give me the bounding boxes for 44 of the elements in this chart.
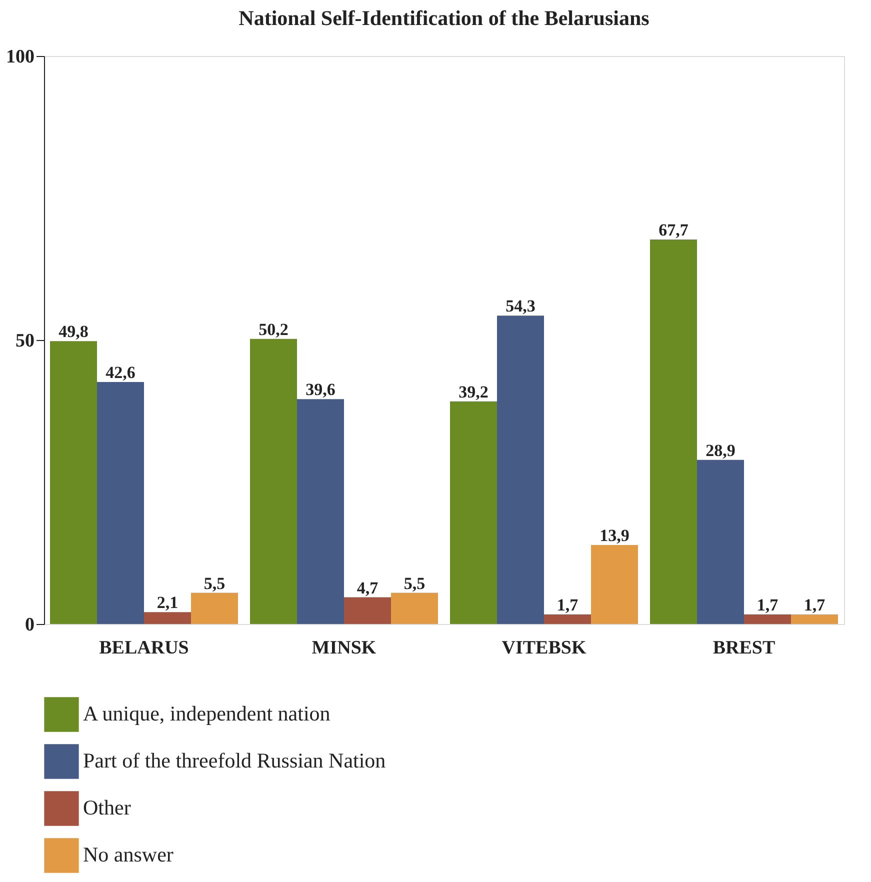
data-label: 50,2 [258,320,288,339]
bar [297,399,344,624]
bar [250,338,297,624]
y-tick-label: 50 [16,330,34,352]
data-label: 1,7 [756,595,779,614]
bar [544,614,591,624]
bar [697,460,744,624]
bar [144,612,191,624]
data-label: 1,7 [804,595,826,614]
bar [391,592,438,624]
legend-label: Part of the threefold Russian Nation [83,748,386,772]
bar [50,341,97,624]
legend-label: No answer [83,842,174,866]
bar [744,614,791,624]
legend-label: A unique, independent nation [83,702,331,726]
bar [791,614,838,624]
bar [344,597,391,624]
data-label: 39,6 [306,380,336,400]
x-tick-label: VITEBSK [502,638,586,658]
chart-title: National Self-Identification of the Belarusians [238,6,650,30]
data-label: 42,6 [106,363,136,382]
data-label: 5,5 [204,574,226,593]
bar [650,239,697,624]
data-label: 4,7 [356,578,379,598]
data-label: 49,8 [58,322,88,342]
data-label: 54,3 [506,296,536,316]
data-label: 67,7 [658,220,689,240]
y-tick-label: 0 [25,614,34,636]
bar [450,401,497,624]
data-label: 5,5 [404,574,426,593]
bar [591,545,638,624]
x-tick-label: BELARUS [99,638,189,658]
x-tick-label: BREST [712,638,776,658]
bar [191,592,238,624]
x-tick-label: MINSK [312,638,376,658]
data-label: 2,1 [156,593,178,612]
data-label: 1,7 [556,595,579,614]
bar [97,382,144,624]
y-tick-label: 100 [6,46,34,68]
data-label: 13,9 [600,526,630,546]
data-label: 28,9 [706,440,736,460]
data-label: 39,2 [458,382,488,402]
bar [497,316,544,624]
legend-label: Other [83,796,131,820]
